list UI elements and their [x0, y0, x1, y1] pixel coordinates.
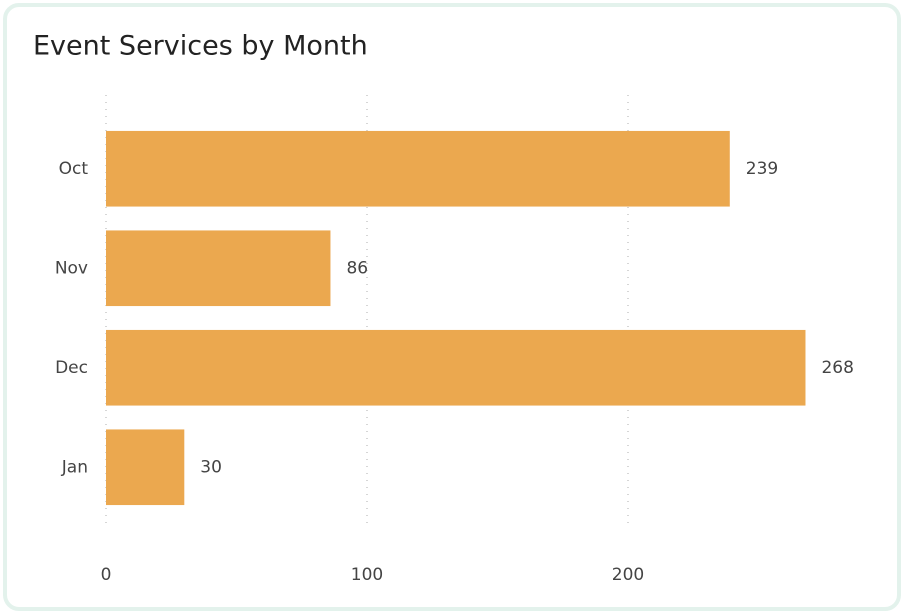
chart-title: Event Services by Month	[33, 31, 368, 62]
y-tick-label: Jan	[61, 457, 88, 477]
value-label: 86	[346, 258, 368, 278]
y-tick-label: Oct	[59, 159, 89, 179]
x-tick-label: 0	[101, 565, 112, 585]
value-label: 268	[821, 358, 853, 378]
card	[3, 3, 901, 611]
value-label: 239	[746, 159, 778, 179]
value-label: 30	[200, 457, 222, 477]
x-tick-label: 100	[351, 565, 383, 585]
y-tick-label: Nov	[55, 258, 88, 278]
y-tick-label: Dec	[55, 358, 88, 378]
x-tick-label: 200	[612, 565, 644, 585]
bar	[106, 329, 806, 406]
bar	[106, 130, 730, 207]
bar	[106, 230, 331, 307]
bar	[106, 429, 185, 506]
